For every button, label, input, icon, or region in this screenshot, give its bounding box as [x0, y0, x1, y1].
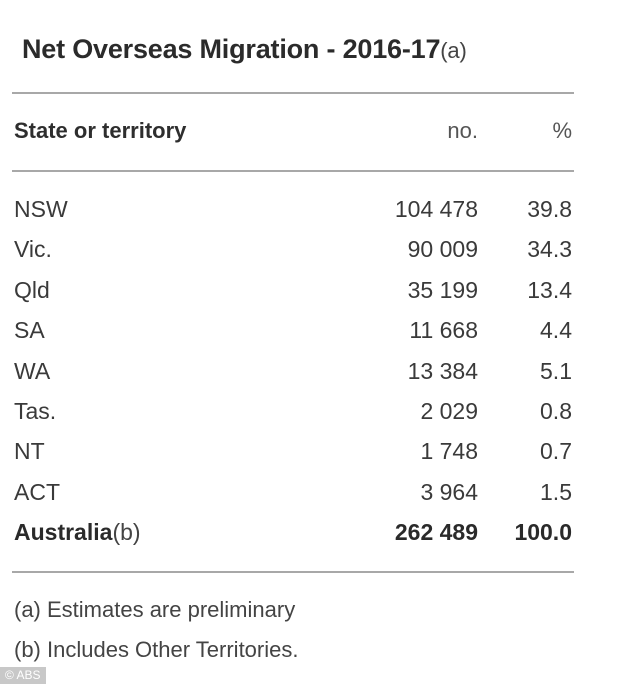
- migration-number: 13 384: [407, 357, 478, 384]
- state-name: WA: [14, 357, 51, 384]
- table-total-row: Australia(b) 262 489 100.0: [0, 514, 634, 554]
- migration-number: 1 748: [420, 438, 478, 465]
- table-row: Vic. 90 009 34.3: [0, 231, 634, 271]
- migration-number: 3 964: [420, 478, 478, 505]
- migration-percent: 0.7: [540, 438, 572, 465]
- table-row: Qld 35 199 13.4: [0, 272, 634, 312]
- image-credit: © ABS: [0, 667, 46, 684]
- migration-percent: 34.3: [527, 236, 572, 263]
- footnote-b: (b) Includes Other Territories.: [14, 637, 299, 662]
- table-title: Net Overseas Migration - 2016-17(a): [22, 34, 467, 65]
- column-header-state: State or territory: [14, 118, 187, 143]
- state-name: NSW: [14, 196, 68, 222]
- title-footnote-marker: (a): [440, 38, 467, 63]
- total-label: Australia(b): [14, 519, 141, 546]
- table-row: ACT 3 964 1.5: [0, 474, 634, 514]
- column-header-number: no.: [447, 118, 478, 143]
- state-name: SA: [14, 317, 45, 344]
- table-body: NSW 104 478 39.8 Vic. 90 009 34.3 Qld 35…: [0, 191, 634, 555]
- table-row: NT 1 748 0.7: [0, 433, 634, 473]
- top-divider: [12, 92, 574, 94]
- footnote-a: (a) Estimates are preliminary: [14, 597, 296, 622]
- total-number: 262 489: [394, 519, 478, 546]
- migration-number: 35 199: [407, 276, 478, 303]
- header-divider: [12, 170, 574, 172]
- total-footnote-marker: (b): [112, 519, 141, 546]
- table-row: Tas. 2 029 0.8: [0, 393, 634, 433]
- migration-number: 90 009: [407, 236, 478, 263]
- migration-percent: 4.4: [540, 317, 572, 344]
- migration-number: 2 029: [420, 397, 478, 424]
- migration-percent: 39.8: [527, 196, 572, 222]
- column-header-percent: %: [552, 118, 572, 143]
- migration-number: 11 668: [409, 317, 478, 344]
- bottom-divider: [12, 571, 574, 573]
- migration-number: 104 478: [394, 196, 478, 222]
- state-name: ACT: [14, 478, 60, 505]
- state-name: Qld: [14, 276, 50, 303]
- table-row: SA 11 668 4.4: [0, 312, 634, 352]
- table-row: NSW 104 478 39.8: [0, 191, 634, 231]
- total-percent: 100.0: [514, 519, 572, 546]
- migration-percent: 0.8: [540, 397, 572, 424]
- migration-percent: 5.1: [540, 357, 572, 384]
- migration-percent: 1.5: [540, 478, 572, 505]
- state-name: Vic.: [14, 236, 52, 263]
- table-row: WA 13 384 5.1: [0, 353, 634, 393]
- total-name: Australia: [14, 519, 113, 546]
- state-name: NT: [14, 438, 45, 465]
- state-name: Tas.: [14, 397, 57, 424]
- table-title-text: Net Overseas Migration - 2016-17: [22, 34, 441, 64]
- migration-percent: 13.4: [527, 276, 572, 303]
